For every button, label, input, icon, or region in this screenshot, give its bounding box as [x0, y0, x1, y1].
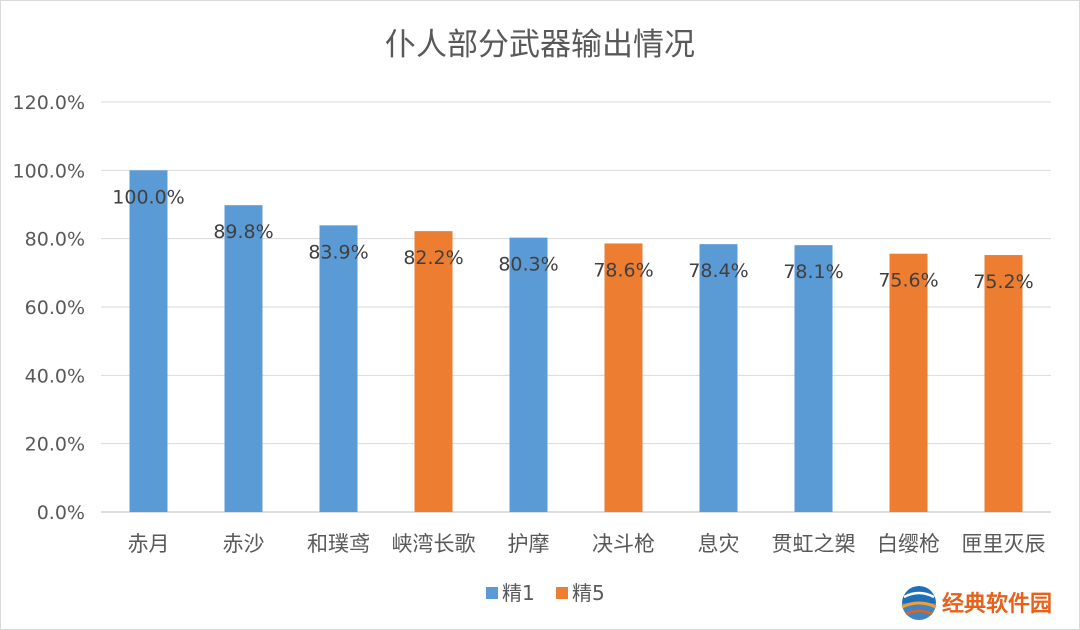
data-label: 80.3% [498, 254, 558, 276]
y-tick-label: 0.0% [37, 502, 85, 524]
bar [604, 243, 643, 512]
legend: 精1 精5 [486, 581, 605, 605]
globe-logo-icon [901, 586, 937, 620]
x-tick-label: 护摩 [508, 532, 550, 556]
data-label: 78.6% [593, 259, 653, 281]
bar [984, 255, 1023, 513]
bar [509, 237, 548, 512]
bar [889, 253, 928, 512]
bar [414, 231, 453, 512]
data-label: 100.0% [112, 186, 184, 208]
x-tick-label: 匣里灭辰 [962, 532, 1046, 556]
x-tick-label: 和璞鸢 [307, 532, 370, 556]
chart-title: 仆人部分武器输出情况 [385, 27, 695, 63]
data-label: 78.4% [688, 260, 748, 282]
watermark: 经典软件园 [901, 586, 1052, 620]
y-tick-label: 100.0% [13, 160, 85, 182]
y-axis-ticks: 0.0% 20.0% 40.0% 60.0% 80.0% 100.0% 120.0% [13, 92, 85, 524]
data-label: 75.6% [878, 270, 938, 292]
bars [129, 170, 1023, 513]
y-tick-label: 60.0% [25, 297, 85, 319]
legend-swatch [556, 587, 568, 599]
y-tick-label: 120.0% [13, 92, 85, 114]
legend-swatch [486, 587, 498, 599]
x-tick-label: 贯虹之槊 [772, 532, 856, 556]
bar [319, 225, 358, 512]
x-tick-label: 峡湾长歌 [392, 532, 476, 556]
x-tick-label: 息灾 [698, 532, 740, 556]
bar [699, 244, 738, 512]
x-tick-label: 赤沙 [223, 532, 265, 556]
data-label: 83.9% [308, 241, 368, 263]
data-label: 75.2% [973, 271, 1033, 293]
y-tick-label: 20.0% [25, 434, 85, 456]
watermark-text: 经典软件园 [942, 591, 1052, 617]
y-tick-label: 80.0% [25, 229, 85, 251]
x-tick-label: 赤月 [128, 532, 170, 556]
legend-label: 精5 [572, 581, 605, 605]
data-labels: 100.0% 89.8% 83.9% 82.2% 80.3% 78.6% 78.4% 78.1… [112, 186, 1033, 293]
x-axis-ticks: 赤月 赤沙 和璞鸢 峡湾长歌 护摩 决斗枪 息灾 贯虹之槊 白缨枪 匣里灭辰 [128, 532, 1046, 556]
data-label: 82.2% [403, 247, 463, 269]
bar [224, 205, 263, 512]
legend-label: 精1 [502, 581, 535, 605]
y-tick-label: 40.0% [25, 365, 85, 387]
bar [794, 245, 833, 513]
x-tick-label: 白缨枪 [877, 532, 940, 556]
bar [129, 170, 168, 513]
x-tick-label: 决斗枪 [592, 532, 655, 556]
data-label: 78.1% [783, 261, 843, 283]
data-label: 89.8% [213, 221, 273, 243]
